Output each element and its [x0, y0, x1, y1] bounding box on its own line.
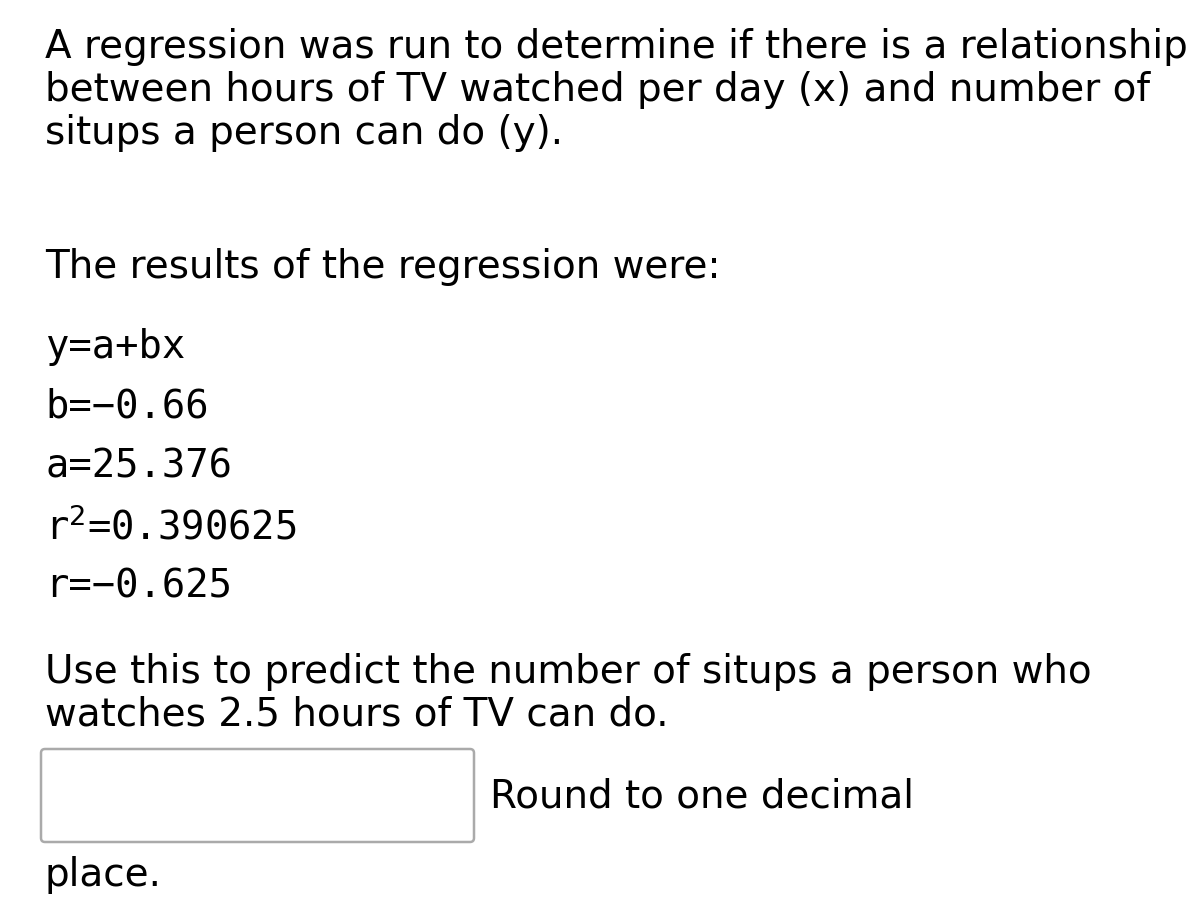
- Text: place.: place.: [46, 856, 162, 894]
- Text: r=−0.625: r=−0.625: [46, 568, 232, 606]
- Text: A regression was run to determine if there is a relationship: A regression was run to determine if the…: [46, 28, 1188, 66]
- Text: Use this to predict the number of situps a person who: Use this to predict the number of situps…: [46, 653, 1092, 691]
- Text: between hours of TV watched per day (x) and number of: between hours of TV watched per day (x) …: [46, 71, 1150, 109]
- FancyBboxPatch shape: [41, 749, 474, 842]
- Text: situps a person can do (y).: situps a person can do (y).: [46, 114, 563, 152]
- Text: a=25.376: a=25.376: [46, 448, 232, 486]
- Text: watches 2.5 hours of TV can do.: watches 2.5 hours of TV can do.: [46, 696, 668, 734]
- Text: y=a+bx: y=a+bx: [46, 328, 185, 366]
- Text: Round to one decimal: Round to one decimal: [490, 777, 914, 815]
- Text: r$^2$=0.390625: r$^2$=0.390625: [46, 508, 296, 548]
- Text: The results of the regression were:: The results of the regression were:: [46, 248, 720, 286]
- Text: b=−0.66: b=−0.66: [46, 388, 209, 426]
